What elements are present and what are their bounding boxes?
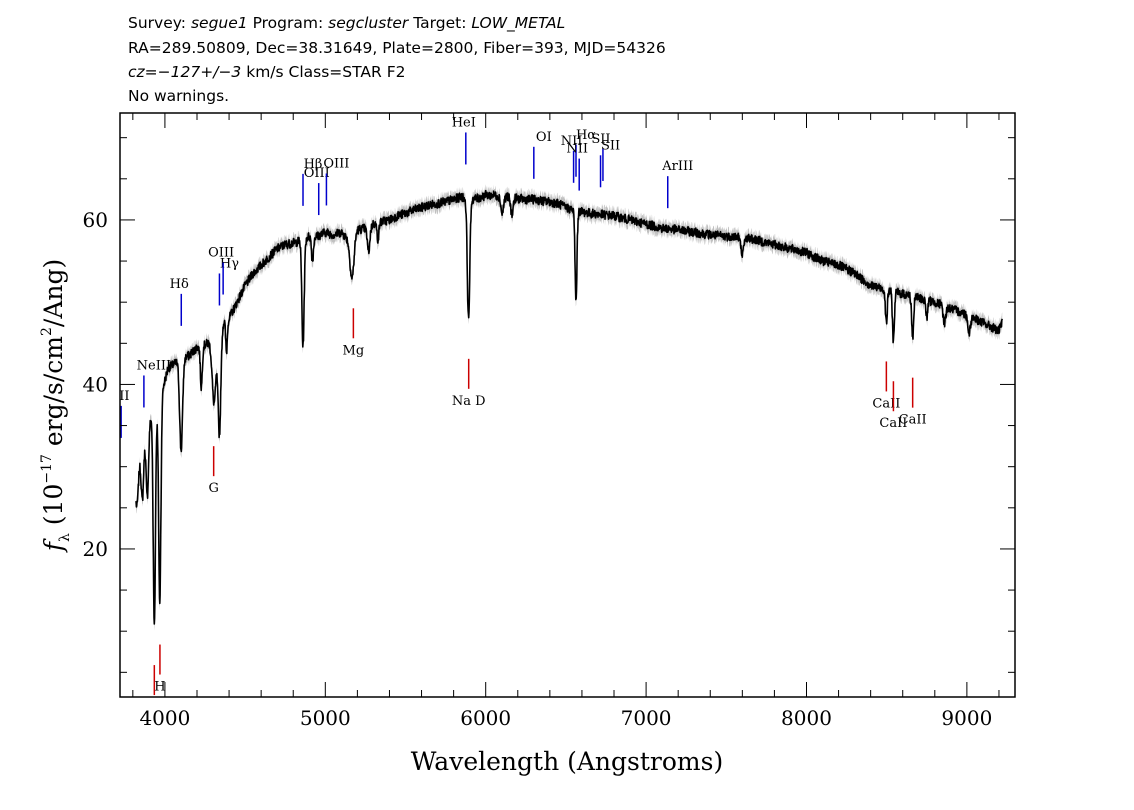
target-value: LOW_METAL [471, 14, 566, 32]
emission-line-label: NII [561, 134, 583, 149]
emission-line-label: ArIII [661, 159, 693, 174]
absorption-line-label: Mg [343, 343, 365, 358]
cz-value: −127+/−3 [157, 63, 242, 81]
emission-line-label: HeI [452, 115, 476, 130]
emission-line-label: NeIII [137, 358, 171, 373]
x-tick-label: 7000 [621, 706, 672, 730]
header-warnings-line: No warnings. [128, 87, 230, 105]
cz-unit-class: km/s Class=STAR F2 [241, 63, 406, 81]
emission-line-label: OII [109, 389, 130, 404]
header-redshift-line: cz=−127+/−3 km/s Class=STAR F2 [128, 62, 405, 82]
emission-line-label: OIII [208, 246, 234, 261]
emission-line-label: Hδ [170, 277, 189, 292]
emission-line-label: OIII [323, 156, 349, 171]
header-survey-line: Survey: segue1 Program: segcluster Targe… [128, 13, 565, 33]
emission-line-label: SII [591, 132, 610, 147]
x-tick-label: 4000 [139, 706, 190, 730]
y-tick-label: 60 [83, 208, 108, 232]
emission-line-label: NII [566, 142, 588, 157]
x-tick-label: 6000 [460, 706, 511, 730]
absorption-line-label: CaII [899, 413, 927, 428]
absorption-line-label: H [154, 680, 165, 695]
emission-line-label: Hα [576, 128, 596, 143]
program-value: segcluster [328, 14, 409, 32]
program-label: Program: [252, 14, 324, 32]
target-label: Target: [413, 14, 467, 32]
survey-label: Survey: [128, 14, 187, 32]
emission-line-label: Hβ [304, 157, 323, 172]
absorption-line-label: CaII [879, 416, 907, 431]
x-tick-label: 8000 [781, 706, 832, 730]
y-tick-label: 40 [83, 372, 108, 396]
emission-line-label: Hγ [220, 256, 239, 271]
flux-spectrum-line [135, 189, 1003, 625]
survey-value: segue1 [190, 14, 248, 32]
x-tick-label: 9000 [941, 706, 992, 730]
absorption-line-label: G [208, 481, 218, 496]
x-tick-label: 5000 [300, 706, 351, 730]
header-coords-line: RA=289.50809, Dec=38.31649, Plate=2800, … [128, 39, 666, 57]
emission-line-label: OI [536, 130, 552, 145]
x-axis-title: Wavelength (Angstroms) [411, 747, 723, 776]
absorption-line-label: CaII [872, 396, 900, 411]
emission-line-label: OIII [304, 166, 330, 181]
emission-line-label: SII [601, 138, 620, 153]
y-axis-title: fλ (10−17 erg/s/cm2/Ang) [39, 259, 73, 554]
absorption-line-label: Na D [452, 394, 486, 409]
cz-label: cz= [128, 63, 158, 81]
y-tick-label: 20 [83, 537, 108, 561]
plot-frame [119, 112, 1016, 698]
